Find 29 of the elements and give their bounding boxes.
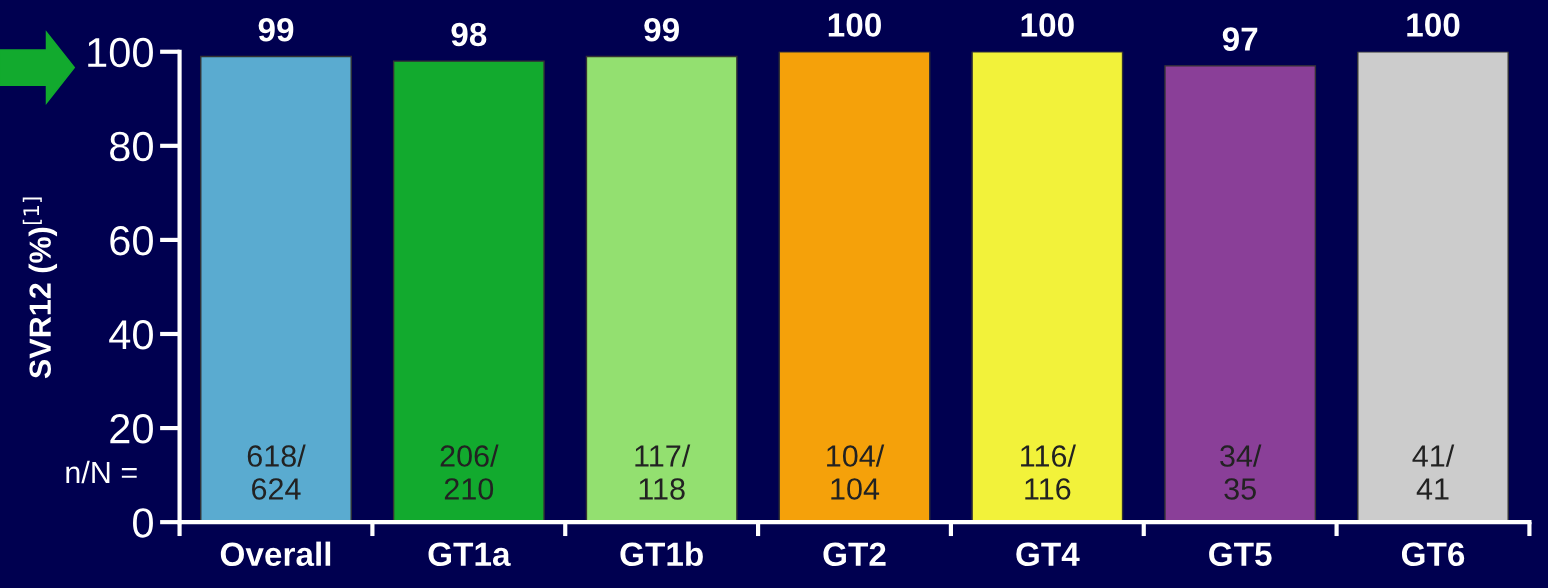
- annotation: 34/ 35: [1220, 444, 1262, 500]
- y-tick-label: 80: [110, 131, 153, 162]
- x-tick-label: GT1b: [620, 541, 703, 567]
- data-label: 99: [644, 17, 679, 42]
- y-tick-label: 20: [110, 414, 153, 444]
- data-label: 97: [1222, 27, 1258, 51]
- annotation: 116/ 116: [1021, 444, 1076, 500]
- y-axis-title: SVR12 (%)$^{[1]}$: [22, 197, 58, 379]
- data-label: 100: [828, 13, 881, 37]
- data-label: 100: [1407, 13, 1460, 37]
- y-tick-label: 40: [109, 319, 153, 350]
- annotation: 41/ 41: [1412, 444, 1455, 500]
- x-tick-label: GT1a: [428, 542, 511, 567]
- x-tick-label: GT4: [1016, 542, 1080, 567]
- text: n/N =: [66, 460, 137, 484]
- x-tick-label: GT2: [823, 542, 886, 567]
- annotation: 206/ 210: [440, 444, 499, 500]
- y-tick-label: 60: [110, 225, 153, 256]
- annotation: 104/ 104: [827, 444, 885, 500]
- x-tick-label: GT6: [1401, 542, 1465, 567]
- y-tick-label: 0: [133, 508, 153, 538]
- annotation: 618/ 624: [247, 444, 306, 500]
- data-label: 99: [258, 17, 294, 42]
- data-label: 100: [1021, 13, 1074, 37]
- data-label: 98: [451, 22, 487, 47]
- x-tick-label: GT5: [1209, 542, 1272, 567]
- x-tick-label: Overall: [220, 541, 331, 567]
- y-tick-label: 100: [88, 37, 153, 68]
- annotation: 117/ 118: [635, 444, 691, 500]
